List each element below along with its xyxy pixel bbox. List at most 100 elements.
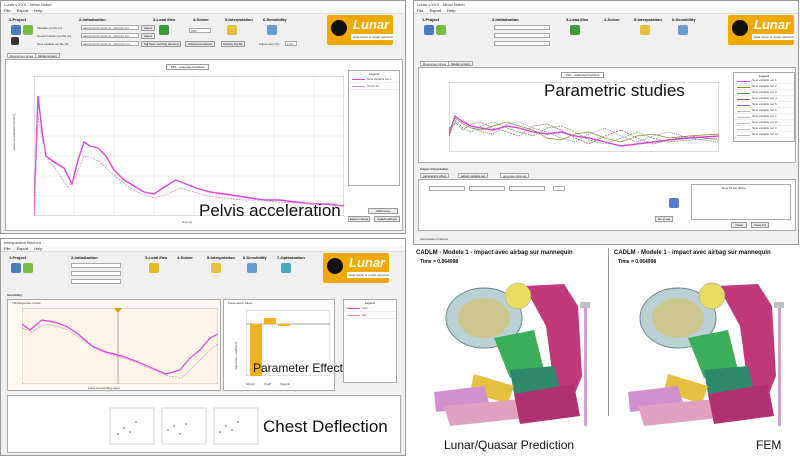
step-interpolation: 5-Interpolation [207, 255, 235, 260]
step-interpolation: 5-Interpolation [225, 17, 253, 22]
sensibility-icon[interactable] [247, 263, 257, 273]
select-result-button[interactable]: Select [141, 33, 155, 39]
series-new-variable-set-5 [449, 119, 719, 143]
var-select-3[interactable] [509, 186, 545, 191]
open-icon[interactable] [23, 25, 33, 35]
legend-item[interactable]: New variable set 3 [734, 90, 794, 96]
menu-export[interactable]: Export [16, 8, 29, 13]
interpolation-icon[interactable] [640, 25, 650, 35]
legend-item[interactable]: New variable set 8 [734, 120, 794, 126]
lunar-logo: Lunar Data fusion & model reduction [327, 15, 393, 45]
interpolation-icon[interactable] [211, 263, 221, 273]
solver-select[interactable]: RBF [189, 28, 211, 33]
x-axis-label: index of recording steps [88, 386, 120, 390]
legend-item[interactable]: Curve #1 [349, 83, 399, 90]
clear-button[interactable]: Clear [731, 222, 747, 228]
display-log-button[interactable]: Display log file [221, 41, 245, 47]
sensibility-icon[interactable] [267, 25, 277, 35]
legend-item[interactable]: new [344, 305, 396, 312]
save-icon[interactable] [11, 25, 21, 35]
legend-item[interactable]: New variable set 6 [734, 108, 794, 114]
new-sets-title: New 10 set define [722, 186, 747, 190]
result-path-field[interactable] [71, 271, 121, 276]
menu-help[interactable]: Help [34, 8, 43, 13]
menu-help[interactable]: Help [34, 246, 43, 251]
window-title: Lunar v.XXX - Nelux Nobel [1, 1, 405, 8]
disk-icon[interactable] [11, 37, 19, 45]
step-interpolation: 5-Interpolation [634, 17, 662, 22]
tab-model-content[interactable]: Model content [35, 53, 60, 58]
step-load-files: 3-Load files [153, 17, 176, 22]
open-directory-button[interactable]: Open working directory [147, 41, 181, 47]
legend-item[interactable]: New variable set 10 [734, 132, 794, 138]
legend-item[interactable]: New variable set 1 [349, 76, 399, 83]
load-icon[interactable] [149, 263, 159, 273]
effect-panel: Parameters' effect regression coefficien… [223, 299, 335, 391]
chart-panel: PPL - response functions Legend New vari… [418, 67, 796, 163]
menu-export[interactable]: Export [16, 246, 29, 251]
var-path-field[interactable] [71, 263, 121, 268]
result-path-field[interactable]: data/work/jonas/lunar_data/res.csv [81, 33, 139, 38]
legend-item[interactable]: New variable set 2 [734, 84, 794, 90]
new-path-field[interactable] [494, 41, 550, 46]
step-load-files: 3-Load files [145, 255, 168, 260]
interpolation-icon[interactable] [227, 25, 237, 35]
sensibility-icon[interactable] [678, 25, 688, 35]
new-path-field[interactable] [71, 279, 121, 284]
tab-parameters-effect[interactable]: parameters effect [420, 173, 450, 178]
go-to-set-button[interactable]: Go to set [655, 216, 673, 222]
tab-response-curves[interactable]: Response curves [7, 53, 37, 58]
menu-bar: File Export Help [1, 8, 405, 14]
sample-count[interactable] [553, 186, 565, 191]
chart-title: PPL - response functions [166, 64, 210, 70]
var-select-1[interactable] [429, 186, 465, 191]
legend-item[interactable]: New variable set 9 [734, 126, 794, 132]
result-path-field[interactable] [494, 33, 550, 38]
menu-bar: File Export Help [1, 246, 405, 252]
var-path-field[interactable]: data/work/jonas/lunar_data/var.csv [81, 25, 139, 30]
export-curves-button[interactable]: Export curves [348, 216, 370, 222]
save-list-button[interactable]: Save list [751, 222, 769, 228]
legend-item[interactable]: fem [344, 312, 396, 319]
save-icon[interactable] [424, 25, 434, 35]
menu-help[interactable]: Help [447, 8, 456, 13]
lunar-logo: Lunar Data fusion & model reduction [728, 15, 794, 45]
caption-fem: FEM [756, 438, 782, 452]
optimization-icon[interactable] [281, 263, 291, 273]
graph-settings-button[interactable]: Graph settings [374, 216, 400, 222]
tab-response-curves[interactable]: Response curves [420, 61, 450, 66]
open-icon[interactable] [23, 263, 33, 273]
arrow-right-icon[interactable] [669, 198, 679, 208]
adjust-step-field[interactable]: 1.00 [285, 41, 297, 46]
new-sets-list[interactable]: New 10 set define [691, 184, 791, 220]
advanced-options-button[interactable]: Advanced options [185, 41, 215, 47]
tab-model-content[interactable]: Model content [448, 61, 473, 66]
legend-panel: Legend New variable set 1 Curve #1 [348, 70, 400, 186]
var-path-field[interactable] [494, 25, 550, 30]
menu-export[interactable]: Export [429, 8, 442, 13]
menu-file[interactable]: File [4, 8, 11, 13]
save-icon[interactable] [11, 263, 21, 273]
legend-item[interactable]: New variable set 5 [734, 102, 794, 108]
legend-item[interactable]: New variable set 4 [734, 96, 794, 102]
var-select-2[interactable] [469, 186, 505, 191]
status-footer: Interpolation finished [420, 237, 448, 241]
x-axis-label: time (s) [182, 220, 192, 224]
load-icon[interactable] [570, 25, 580, 35]
add-curve-button[interactable]: Add curve [368, 208, 398, 214]
series-fem [22, 323, 218, 379]
interp-title: Adjust Interpolation [420, 167, 449, 171]
menu-file[interactable]: File [4, 246, 11, 251]
tab-adjust-variable-set[interactable]: adjust variable set [458, 173, 489, 178]
legend-item[interactable]: New variable set 7 [734, 114, 794, 120]
select-var-button[interactable]: Select [141, 25, 155, 31]
open-icon[interactable] [436, 25, 446, 35]
chart-panel: PPL - response functions pelvis accelera… [5, 59, 403, 231]
tab-generate-data-set[interactable]: generate data set [500, 173, 530, 178]
parametric-chart [449, 82, 719, 152]
menu-file[interactable]: File [417, 8, 424, 13]
legend-item[interactable]: New variable set 1 [734, 78, 794, 84]
legend-panel: Legend New variable set 1 New variable s… [733, 72, 795, 142]
load-icon[interactable] [159, 25, 169, 35]
new-path-field[interactable]: data/work/jonas/lunar_data/new.csv [81, 41, 139, 46]
